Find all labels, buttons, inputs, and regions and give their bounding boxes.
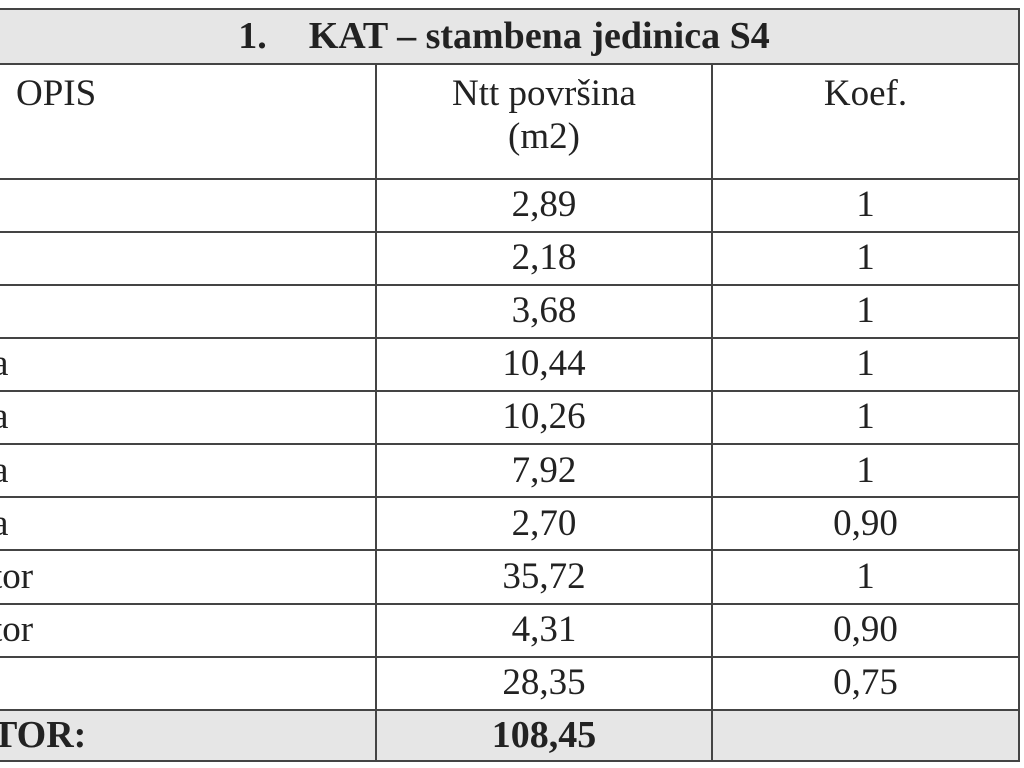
table-row: 2,18 1 [0, 230, 1020, 286]
table-header-row: OPIS Ntt površina (m2) Koef. [0, 63, 1020, 180]
row-description [0, 230, 377, 286]
row-description: tor [0, 602, 377, 658]
row-description [0, 283, 377, 339]
header-area-label: Ntt površina (m2) [452, 73, 636, 157]
header-description: OPIS [0, 63, 377, 180]
table-row: tor 4,31 0,90 [0, 602, 1020, 658]
table-title: 1. KAT – stambena jedinica S4 [0, 7, 1020, 66]
row-coefficient: 1 [711, 230, 1020, 286]
row-description [0, 177, 377, 233]
total-label: TOR: [0, 708, 377, 763]
row-area: 3,68 [375, 283, 713, 339]
title-text: KAT – stambena jedinica S4 [308, 14, 770, 57]
row-area: 10,44 [375, 336, 713, 393]
row-area: 2,18 [375, 230, 713, 286]
table-title-row: 1. KAT – stambena jedinica S4 [0, 7, 1020, 66]
area-table-container: 1. KAT – stambena jedinica S4 OPIS Ntt po… [0, 7, 1020, 763]
header-area: Ntt površina (m2) [375, 63, 713, 180]
row-coefficient: 0,75 [711, 655, 1020, 711]
row-area: 10,26 [375, 390, 713, 446]
table-row: 28,35 0,75 [0, 655, 1020, 711]
row-area: 7,92 [375, 443, 713, 499]
total-empty-cell [711, 708, 1020, 763]
table-row: tor 35,72 1 [0, 549, 1020, 605]
row-description: a [0, 336, 377, 393]
row-area: 2,89 [375, 177, 713, 233]
table-row: a 10,26 1 [0, 390, 1020, 446]
row-coefficient: 1 [711, 177, 1020, 233]
row-coefficient: 0,90 [711, 496, 1020, 552]
row-description: tor [0, 549, 377, 605]
row-coefficient: 1 [711, 283, 1020, 339]
row-description: a [0, 390, 377, 446]
row-area: 4,31 [375, 602, 713, 658]
table-row: a 7,92 1 [0, 443, 1020, 499]
row-description: a [0, 496, 377, 552]
table-row: 2,89 1 [0, 177, 1020, 233]
row-coefficient: 1 [711, 549, 1020, 605]
row-coefficient: 0,90 [711, 602, 1020, 658]
row-area: 28,35 [375, 655, 713, 711]
row-coefficient: 1 [711, 443, 1020, 499]
table-row: 3,68 1 [0, 283, 1020, 339]
title-number: 1. [238, 14, 267, 57]
header-coefficient: Koef. [711, 63, 1020, 180]
table-row: a 2,70 0,90 [0, 496, 1020, 552]
total-value: 108,45 [375, 708, 713, 763]
row-coefficient: 1 [711, 390, 1020, 446]
table-total-row: TOR: 108,45 [0, 708, 1020, 763]
row-description: a [0, 443, 377, 499]
row-area: 2,70 [375, 496, 713, 552]
row-area: 35,72 [375, 549, 713, 605]
area-table: 1. KAT – stambena jedinica S4 OPIS Ntt po… [0, 7, 1020, 763]
row-description [0, 655, 377, 711]
table-row: a 10,44 1 [0, 336, 1020, 393]
row-coefficient: 1 [711, 336, 1020, 393]
